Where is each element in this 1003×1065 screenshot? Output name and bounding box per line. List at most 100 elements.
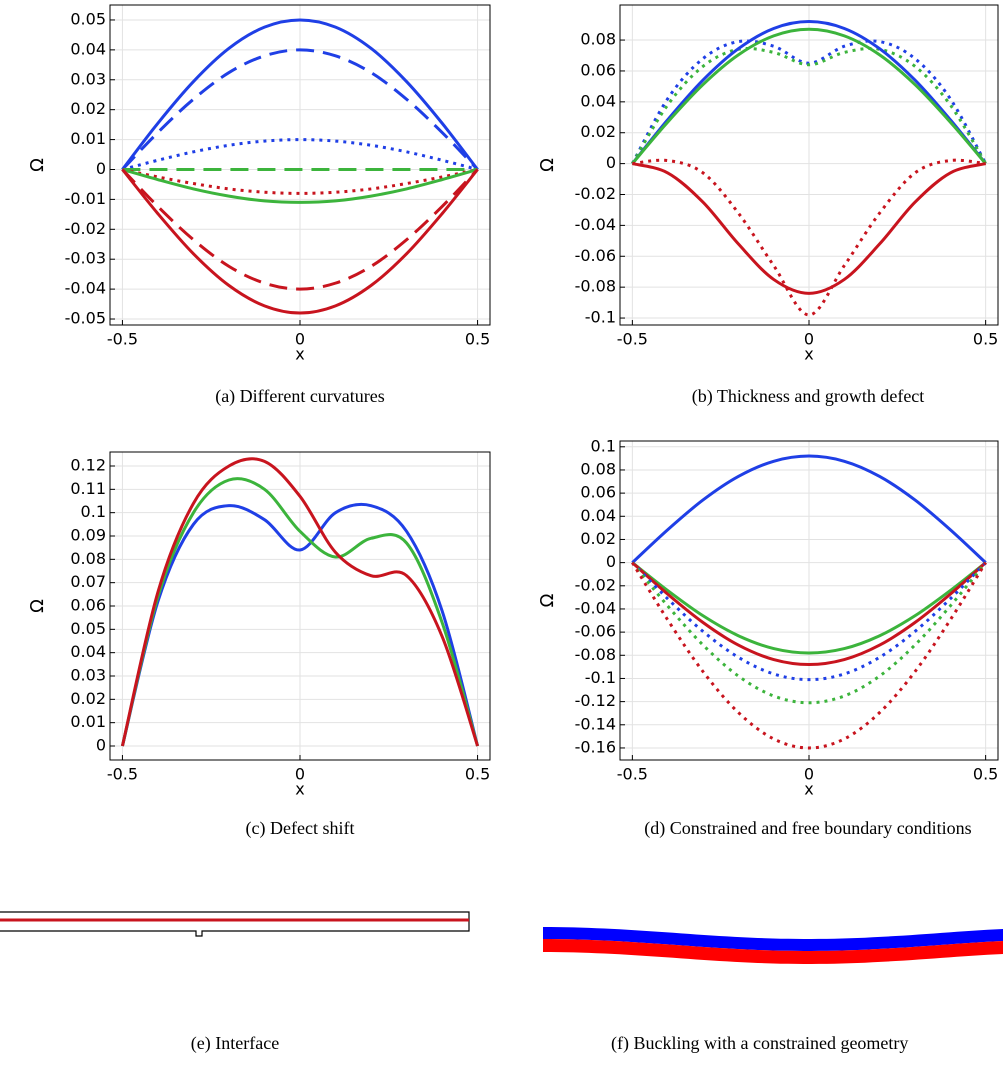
line-series bbox=[121, 18, 479, 171]
panel-caption: (e) Interface bbox=[191, 1033, 279, 1054]
y-tick-label: -0.01 bbox=[65, 189, 106, 208]
y-tick-label: -0.02 bbox=[575, 575, 616, 594]
line-series bbox=[121, 168, 479, 315]
y-tick-label: 0.02 bbox=[70, 689, 106, 708]
x-tick-label: -0.5 bbox=[617, 330, 648, 349]
line-series bbox=[632, 158, 986, 317]
y-tick-label: 0.02 bbox=[70, 99, 106, 118]
y-tick-label: -0.04 bbox=[575, 215, 616, 234]
y-tick-label: 0.06 bbox=[580, 60, 616, 79]
y-tick-label: 0.11 bbox=[70, 479, 106, 498]
line-series bbox=[120, 477, 480, 747]
y-tick-label: 0 bbox=[606, 552, 616, 571]
y-tick-label: 0.1 bbox=[591, 436, 616, 455]
line-series bbox=[121, 168, 479, 291]
line-series bbox=[122, 168, 478, 204]
x-tick-label: 0 bbox=[295, 765, 305, 784]
line-series bbox=[631, 561, 987, 682]
y-tick-label: -0.02 bbox=[575, 184, 616, 203]
y-tick-label: 0.08 bbox=[580, 459, 616, 478]
line-series bbox=[631, 20, 987, 165]
y-tick-label: 0 bbox=[606, 153, 616, 172]
x-tick-label: 0.5 bbox=[973, 330, 998, 349]
x-tick-label: -0.5 bbox=[107, 765, 138, 784]
x-axis-label: x bbox=[295, 345, 304, 364]
y-tick-label: -0.16 bbox=[575, 737, 616, 756]
line-series bbox=[631, 561, 987, 667]
y-tick-label: -0.12 bbox=[575, 691, 616, 710]
line-series bbox=[120, 457, 479, 747]
chart-caption: (a) Different curvatures bbox=[215, 386, 385, 407]
line-series bbox=[631, 46, 987, 165]
line-series bbox=[631, 162, 987, 295]
red-layer bbox=[543, 939, 1003, 964]
y-axis-label: Ω bbox=[537, 158, 558, 172]
x-tick-label: -0.5 bbox=[107, 330, 138, 349]
x-tick-label: 0 bbox=[804, 330, 814, 349]
line-series bbox=[631, 561, 987, 655]
chart-caption: (c) Defect shift bbox=[246, 818, 355, 839]
y-axis-label: Ω bbox=[537, 593, 558, 607]
y-tick-label: -0.03 bbox=[65, 249, 106, 268]
y-tick-label: 0.01 bbox=[70, 712, 106, 731]
plot-frame bbox=[619, 4, 999, 326]
blue-layer bbox=[543, 927, 1003, 951]
y-tick-label: -0.02 bbox=[65, 219, 106, 238]
x-axis-label: x bbox=[804, 780, 813, 799]
interface-outline bbox=[0, 911, 470, 937]
y-tick-label: -0.08 bbox=[575, 277, 616, 296]
line-series bbox=[631, 561, 987, 705]
y-tick-label: 0.03 bbox=[70, 666, 106, 685]
y-tick-label: 0.06 bbox=[580, 483, 616, 502]
x-tick-label: 0.5 bbox=[465, 330, 490, 349]
chart: -0.1 -0.08 -0.06 -0.04 -0.02 0 0.02 0.04 0.06 0.0… bbox=[537, 4, 999, 407]
y-tick-label: 0.01 bbox=[70, 129, 106, 148]
line-series bbox=[122, 168, 478, 195]
y-tick-label: -0.1 bbox=[585, 668, 616, 687]
line-series bbox=[121, 48, 479, 171]
x-tick-label: 0 bbox=[804, 765, 814, 784]
y-tick-label: 0.07 bbox=[70, 572, 106, 591]
line-series bbox=[120, 502, 480, 747]
x-tick-label: 0 bbox=[295, 330, 305, 349]
y-tick-label: -0.05 bbox=[65, 309, 106, 328]
y-axis-label: Ω bbox=[27, 599, 48, 613]
line-series bbox=[631, 454, 987, 564]
y-tick-label: -0.14 bbox=[575, 714, 616, 733]
x-tick-label: -0.5 bbox=[617, 765, 648, 784]
x-tick-label: 0.5 bbox=[973, 765, 998, 784]
y-tick-label: -0.06 bbox=[575, 622, 616, 641]
panel-caption: (f) Buckling with a constrained geometry bbox=[611, 1033, 908, 1054]
y-tick-label: 0.06 bbox=[70, 596, 106, 615]
y-axis-label: Ω bbox=[27, 158, 48, 172]
y-tick-label: 0.12 bbox=[70, 456, 106, 475]
y-tick-label: -0.04 bbox=[65, 279, 106, 298]
chart: 0 0.01 0.02 0.03 0.04 0.05 0.06 0.07 0.08 0.09 0.1… bbox=[27, 451, 491, 839]
x-tick-label: 0.5 bbox=[465, 765, 490, 784]
line-series bbox=[631, 39, 987, 165]
line-series bbox=[631, 561, 987, 750]
y-tick-label: 0 bbox=[96, 736, 106, 755]
buckling-diagram bbox=[543, 927, 1003, 964]
y-tick-label: 0.04 bbox=[580, 91, 616, 110]
y-tick-label: 0.02 bbox=[580, 529, 616, 548]
y-tick-label: -0.1 bbox=[585, 308, 616, 327]
y-tick-label: 0 bbox=[96, 159, 106, 178]
chart-caption: (d) Constrained and free boundary condit… bbox=[644, 818, 971, 839]
plot-frame bbox=[619, 440, 999, 761]
plot-frame bbox=[109, 451, 491, 761]
line-series bbox=[122, 138, 478, 171]
chart: -0.05 -0.04 -0.03 -0.02 -0.01 0 0.01 0.02 0.03 0.… bbox=[27, 4, 491, 407]
y-tick-label: 0.1 bbox=[81, 502, 106, 521]
y-tick-label: -0.08 bbox=[575, 645, 616, 664]
y-tick-label: -0.06 bbox=[575, 246, 616, 265]
chart-caption: (b) Thickness and growth defect bbox=[692, 386, 925, 407]
interface-diagram bbox=[0, 911, 470, 937]
y-tick-label: 0.09 bbox=[70, 526, 106, 545]
x-axis-label: x bbox=[295, 780, 304, 799]
y-tick-label: 0.04 bbox=[70, 39, 106, 58]
plot-frame bbox=[109, 4, 491, 326]
chart: -0.16 -0.14 -0.12 -0.1 -0.08 -0.06 -0.04 -0.02 0… bbox=[537, 436, 999, 839]
line-series bbox=[631, 27, 987, 165]
y-tick-label: 0.08 bbox=[70, 549, 106, 568]
